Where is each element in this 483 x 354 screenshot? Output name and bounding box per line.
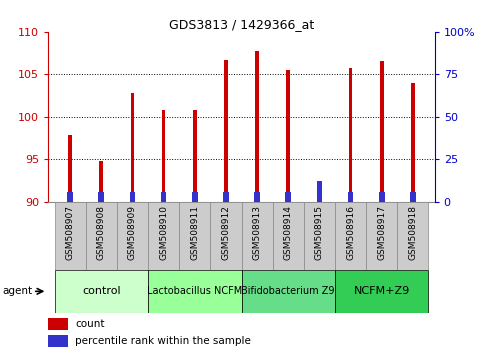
- Bar: [99, 161, 103, 202]
- Bar: [379, 192, 384, 202]
- Bar: [129, 192, 135, 202]
- Bar: [192, 192, 198, 202]
- Bar: [398, 202, 428, 270]
- Text: Lactobacillus NCFM: Lactobacillus NCFM: [147, 286, 242, 296]
- Bar: [55, 202, 85, 270]
- Bar: [148, 270, 242, 313]
- Bar: [68, 136, 72, 202]
- Bar: [130, 93, 134, 202]
- Bar: [317, 193, 321, 202]
- Text: GSM508907: GSM508907: [66, 205, 74, 260]
- Text: GSM508908: GSM508908: [97, 205, 106, 260]
- Bar: [179, 202, 210, 270]
- Text: GSM508910: GSM508910: [159, 205, 168, 260]
- Text: GSM508918: GSM508918: [409, 205, 417, 260]
- Text: count: count: [75, 319, 105, 329]
- Bar: [193, 110, 197, 202]
- Bar: [48, 318, 68, 330]
- Text: GSM508917: GSM508917: [377, 205, 386, 260]
- Bar: [255, 51, 259, 202]
- Text: GSM508915: GSM508915: [315, 205, 324, 260]
- Bar: [349, 68, 353, 202]
- Bar: [223, 192, 229, 202]
- Bar: [85, 202, 117, 270]
- Title: GDS3813 / 1429366_at: GDS3813 / 1429366_at: [169, 18, 314, 31]
- Bar: [335, 270, 428, 313]
- Text: GSM508912: GSM508912: [221, 205, 230, 260]
- Bar: [304, 202, 335, 270]
- Bar: [148, 202, 179, 270]
- Bar: [380, 61, 384, 202]
- Text: Bifidobacterium Z9: Bifidobacterium Z9: [242, 286, 335, 296]
- Bar: [48, 335, 68, 347]
- Bar: [286, 70, 290, 202]
- Text: GSM508914: GSM508914: [284, 205, 293, 260]
- Bar: [67, 192, 73, 202]
- Bar: [242, 202, 273, 270]
- Bar: [410, 192, 416, 202]
- Bar: [335, 202, 366, 270]
- Text: GSM508913: GSM508913: [253, 205, 262, 260]
- Bar: [210, 202, 242, 270]
- Text: percentile rank within the sample: percentile rank within the sample: [75, 336, 251, 346]
- Bar: [411, 83, 415, 202]
- Bar: [285, 192, 291, 202]
- Bar: [99, 192, 104, 202]
- Bar: [348, 192, 354, 202]
- Bar: [254, 192, 260, 202]
- Text: control: control: [82, 286, 121, 296]
- Bar: [242, 270, 335, 313]
- Text: GSM508911: GSM508911: [190, 205, 199, 260]
- Bar: [117, 202, 148, 270]
- Text: GSM508909: GSM508909: [128, 205, 137, 260]
- Bar: [161, 192, 167, 202]
- Bar: [224, 60, 228, 202]
- Text: NCFM+Z9: NCFM+Z9: [354, 286, 410, 296]
- Text: GSM508916: GSM508916: [346, 205, 355, 260]
- Bar: [316, 181, 322, 202]
- Bar: [162, 110, 166, 202]
- Bar: [55, 270, 148, 313]
- Bar: [273, 202, 304, 270]
- Bar: [366, 202, 398, 270]
- Text: agent: agent: [2, 286, 32, 296]
